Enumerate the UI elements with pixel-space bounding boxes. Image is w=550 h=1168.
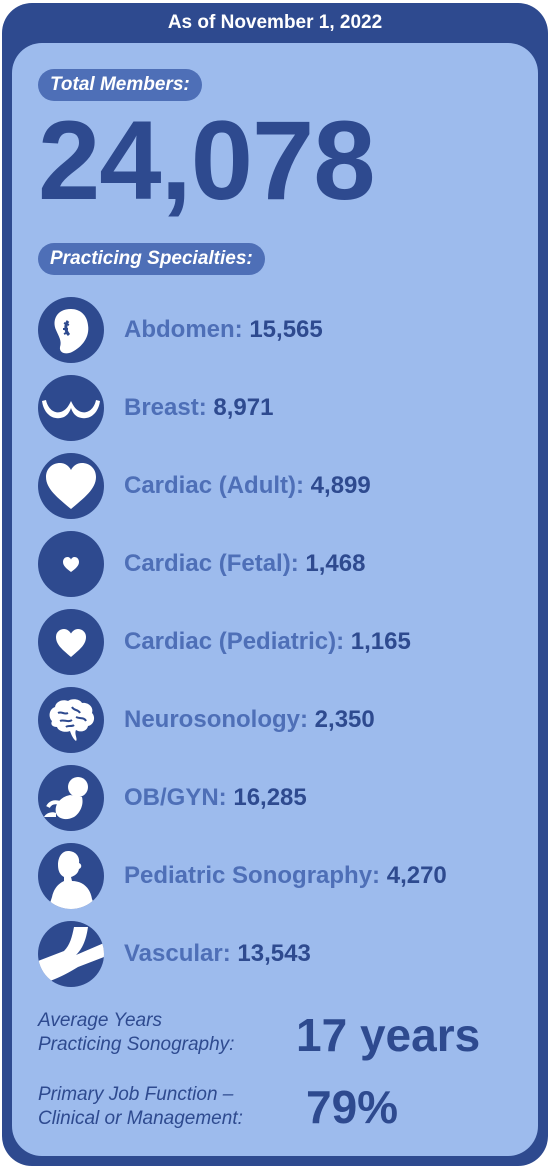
specialty-label: Pediatric Sonography: — [124, 862, 381, 889]
heart-large-icon — [38, 453, 104, 519]
average-years-stat: Average Years Practicing Sonography: 17 … — [38, 1009, 528, 1069]
job-function-label-line2: Clinical or Management: — [38, 1108, 243, 1129]
specialty-pediatric-sonography: Pediatric Sonography: 4,270 — [38, 843, 528, 911]
job-function-stat: Primary Job Function – Clinical or Manag… — [38, 1081, 528, 1143]
date-header: As of November 1, 2022 — [167, 12, 383, 33]
specialty-label: Vascular: — [124, 940, 231, 967]
members-card: As of November 1, 2022 Total Members: 24… — [2, 3, 548, 1166]
specialty-value: 16,285 — [233, 784, 307, 811]
breast-icon — [38, 375, 104, 441]
job-function-label: Primary Job Function – Clinical or Manag… — [38, 1083, 243, 1131]
specialty-cardiac-pediatric: Cardiac (Pediatric): 1,165 — [38, 609, 528, 677]
specialty-abdomen: Abdomen: 15,565 — [38, 297, 528, 365]
specialty-value: 1,165 — [350, 628, 411, 655]
specialty-label: Cardiac (Adult): — [124, 472, 304, 499]
total-members-value: 24,078 — [38, 98, 376, 223]
specialty-value: 1,468 — [305, 550, 366, 577]
average-years-label-line2: Practicing Sonography: — [38, 1034, 235, 1055]
specialty-cardiac-fetal: Cardiac (Fetal): 1,468 — [38, 531, 528, 599]
specialty-label: Breast: — [124, 394, 207, 421]
specialty-label: OB/GYN: — [124, 784, 227, 811]
specialty-value: 13,543 — [237, 940, 311, 967]
job-function-value: 79% — [306, 1081, 399, 1133]
specialty-label: Neurosonology: — [124, 706, 308, 733]
heart-small-icon — [38, 531, 104, 597]
specialty-value: 2,350 — [314, 706, 375, 733]
specialty-breast: Breast: 8,971 — [38, 375, 528, 443]
stats-panel: Total Members: 24,078 Practicing Special… — [12, 43, 538, 1156]
specialty-cardiac-adult: Cardiac (Adult): 4,899 — [38, 453, 528, 521]
heart-medium-icon — [38, 609, 104, 675]
vessel-icon — [38, 921, 104, 987]
practicing-specialties-label: Practicing Specialties: — [38, 243, 265, 275]
specialty-vascular: Vascular: 13,543 — [38, 921, 528, 989]
total-members-label: Total Members: — [38, 69, 202, 101]
specialty-label: Cardiac (Fetal): — [124, 550, 299, 577]
job-function-label-line1: Primary Job Function – — [38, 1084, 234, 1105]
child-icon — [38, 843, 104, 909]
specialty-neurosonology: Neurosonology: 2,350 — [38, 687, 528, 755]
specialty-value: 15,565 — [249, 316, 323, 343]
specialty-ob-gyn: OB/GYN: 16,285 — [38, 765, 528, 833]
brain-icon — [38, 687, 104, 753]
average-years-label: Average Years Practicing Sonography: — [38, 1009, 234, 1057]
specialty-label: Cardiac (Pediatric): — [124, 628, 345, 655]
average-years-label-line1: Average Years — [38, 1010, 162, 1031]
specialty-label: Abdomen: — [124, 316, 243, 343]
specialty-value: 8,971 — [213, 394, 274, 421]
fetus-icon — [38, 765, 104, 831]
specialty-value: 4,899 — [310, 472, 371, 499]
average-years-value: 17 years — [296, 1009, 481, 1061]
kidney-icon — [38, 297, 104, 363]
specialty-value: 4,270 — [386, 862, 447, 889]
